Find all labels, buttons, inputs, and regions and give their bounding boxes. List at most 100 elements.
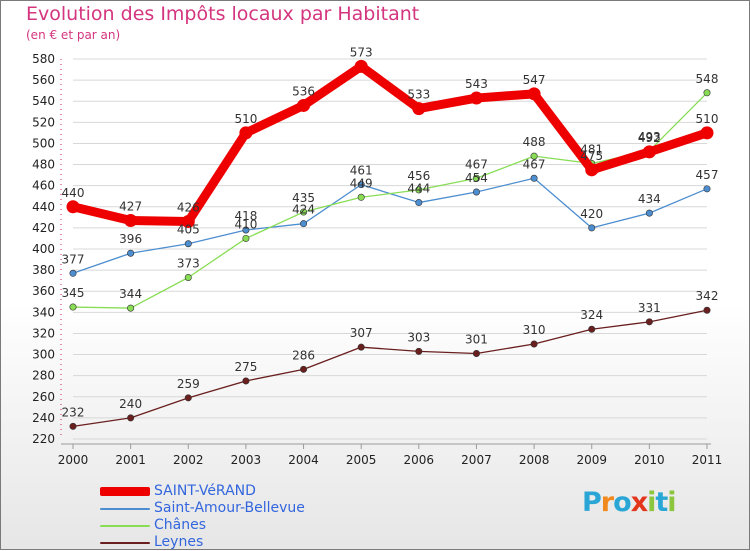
y-tick-label: 580 (32, 52, 55, 66)
data-label: 493 (638, 130, 661, 144)
data-point (472, 174, 480, 182)
y-tick-label: 280 (32, 369, 55, 383)
data-label: 418 (234, 209, 257, 223)
data-point (69, 422, 77, 430)
data-point (469, 91, 483, 105)
data-label: 345 (62, 286, 85, 300)
data-point (700, 126, 714, 140)
data-label: 547 (523, 73, 546, 87)
y-tick-label: 260 (32, 390, 55, 404)
x-tick-label: 2002 (173, 453, 204, 467)
data-label: 454 (465, 171, 488, 185)
x-tick-label: 2009 (576, 453, 607, 467)
series-line-1 (72, 177, 708, 274)
data-label: 259 (177, 377, 200, 391)
data-label: 275 (234, 360, 257, 374)
x-tick-label: 2005 (346, 453, 377, 467)
data-point (415, 347, 423, 355)
data-label: 475 (580, 149, 603, 163)
data-label: 396 (119, 232, 142, 246)
data-label: 510 (696, 112, 719, 126)
y-tick-label: 340 (32, 305, 55, 319)
y-tick-label: 460 (32, 179, 55, 193)
y-tick-label: 560 (32, 73, 55, 87)
data-point (357, 193, 365, 201)
data-point (415, 199, 423, 207)
data-point (703, 306, 711, 314)
legend-swatch (100, 541, 150, 544)
data-point (642, 145, 656, 159)
data-label: 449 (350, 176, 373, 190)
data-point (184, 394, 192, 402)
legend-swatch (100, 487, 150, 496)
data-label: 510 (234, 112, 257, 126)
data-point (527, 87, 541, 101)
logo-letter: i (667, 487, 676, 518)
data-label: 543 (465, 77, 488, 91)
y-tick-label: 480 (32, 158, 55, 172)
data-point (69, 303, 77, 311)
series-line-2 (72, 92, 708, 309)
data-label: 461 (350, 164, 373, 178)
data-point (415, 186, 423, 194)
data-point (412, 102, 426, 116)
data-point (530, 174, 538, 182)
data-point (354, 59, 368, 73)
y-tick-label: 380 (32, 263, 55, 277)
data-point (127, 304, 135, 312)
data-point (66, 200, 80, 214)
y-tick-label: 360 (32, 284, 55, 298)
y-tick-label: 300 (32, 348, 55, 362)
x-tick-label: 2011 (692, 453, 723, 467)
data-label: 424 (292, 203, 315, 217)
logo-letter: P (582, 487, 602, 518)
chart-title: Evolution des Impôts locaux par Habitant (26, 3, 420, 25)
data-label: 548 (696, 72, 719, 86)
data-label: 344 (119, 287, 142, 301)
data-label: 434 (638, 192, 661, 206)
y-tick-label: 520 (32, 115, 55, 129)
data-point (127, 414, 135, 422)
data-label: 488 (523, 135, 546, 149)
data-point (242, 234, 250, 242)
data-point (357, 181, 365, 189)
data-label: 410 (234, 217, 257, 231)
y-tick-label: 540 (32, 94, 55, 108)
data-label: 286 (292, 348, 315, 362)
data-point (357, 343, 365, 351)
chart-subtitle: (en € et par an) (26, 28, 121, 42)
y-tick-label: 400 (32, 242, 55, 256)
data-label: 342 (696, 289, 719, 303)
data-point (300, 365, 308, 373)
data-label: 533 (407, 88, 430, 102)
data-point (181, 215, 195, 229)
data-label: 467 (465, 157, 488, 171)
data-label: 440 (62, 186, 85, 200)
x-tick-label: 2003 (231, 453, 262, 467)
y-tick-label: 500 (32, 136, 55, 150)
y-tick-label: 240 (32, 411, 55, 425)
data-point (69, 269, 77, 277)
x-tick-label: 2004 (288, 453, 319, 467)
data-label: 435 (292, 191, 315, 205)
data-label: 573 (350, 45, 373, 59)
legend-label: SAINT-VéRAND (154, 483, 256, 499)
data-point (588, 224, 596, 232)
data-label: 444 (407, 182, 430, 196)
logo-letter: i (647, 487, 656, 518)
data-label: 492 (638, 131, 661, 145)
x-tick-label: 2007 (461, 453, 492, 467)
data-label: 232 (62, 405, 85, 419)
data-point (645, 209, 653, 217)
x-tick-label: 2006 (404, 453, 435, 467)
data-point (184, 240, 192, 248)
data-point (242, 377, 250, 385)
data-label: 310 (523, 323, 546, 337)
data-label: 426 (177, 201, 200, 215)
legend-label: Saint-Amour-Bellevue (154, 500, 305, 516)
series-line-3 (72, 309, 708, 427)
y-tick-label: 420 (32, 221, 55, 235)
logo-letter: x (630, 487, 648, 518)
data-point (184, 273, 192, 281)
